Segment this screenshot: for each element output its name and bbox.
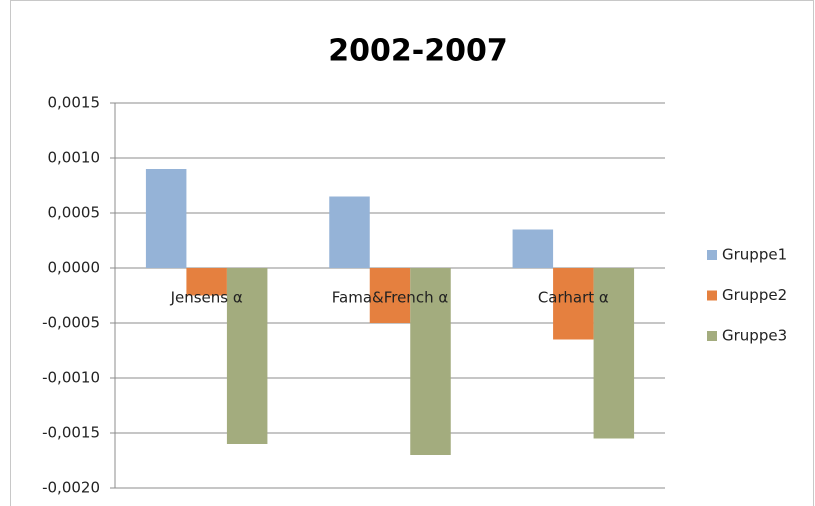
legend-label: Gruppe3 <box>722 327 787 345</box>
y-tick-label: -0,0010 <box>42 369 100 387</box>
y-tick-label: -0,0020 <box>42 479 100 497</box>
y-tick-label: 0,0000 <box>48 259 101 277</box>
x-tick-label: Fama&French α <box>332 289 449 307</box>
legend-swatch <box>707 290 717 301</box>
legend-swatch <box>707 331 717 341</box>
y-tick-label: 0,0010 <box>48 149 101 167</box>
bar <box>593 268 635 439</box>
bar <box>329 196 370 268</box>
y-tick-label: 0,0015 <box>48 94 101 112</box>
bar <box>186 268 227 296</box>
bar <box>553 268 594 340</box>
legend-label: Gruppe2 <box>722 286 787 304</box>
bar <box>410 268 451 455</box>
x-tick-label: Jensens α <box>170 289 243 307</box>
x-tick-label: Carhart α <box>538 289 609 307</box>
bar <box>226 268 268 444</box>
y-tick-label: 0,0005 <box>48 204 101 222</box>
chart-title: 2002-2007 <box>328 34 507 69</box>
bar <box>369 268 411 323</box>
legend-swatch <box>707 250 717 260</box>
bar <box>145 169 187 268</box>
y-tick-label: -0,0015 <box>42 424 100 442</box>
bar <box>512 229 554 268</box>
y-tick-label: -0,0005 <box>42 314 100 332</box>
legend-label: Gruppe1 <box>722 246 787 264</box>
